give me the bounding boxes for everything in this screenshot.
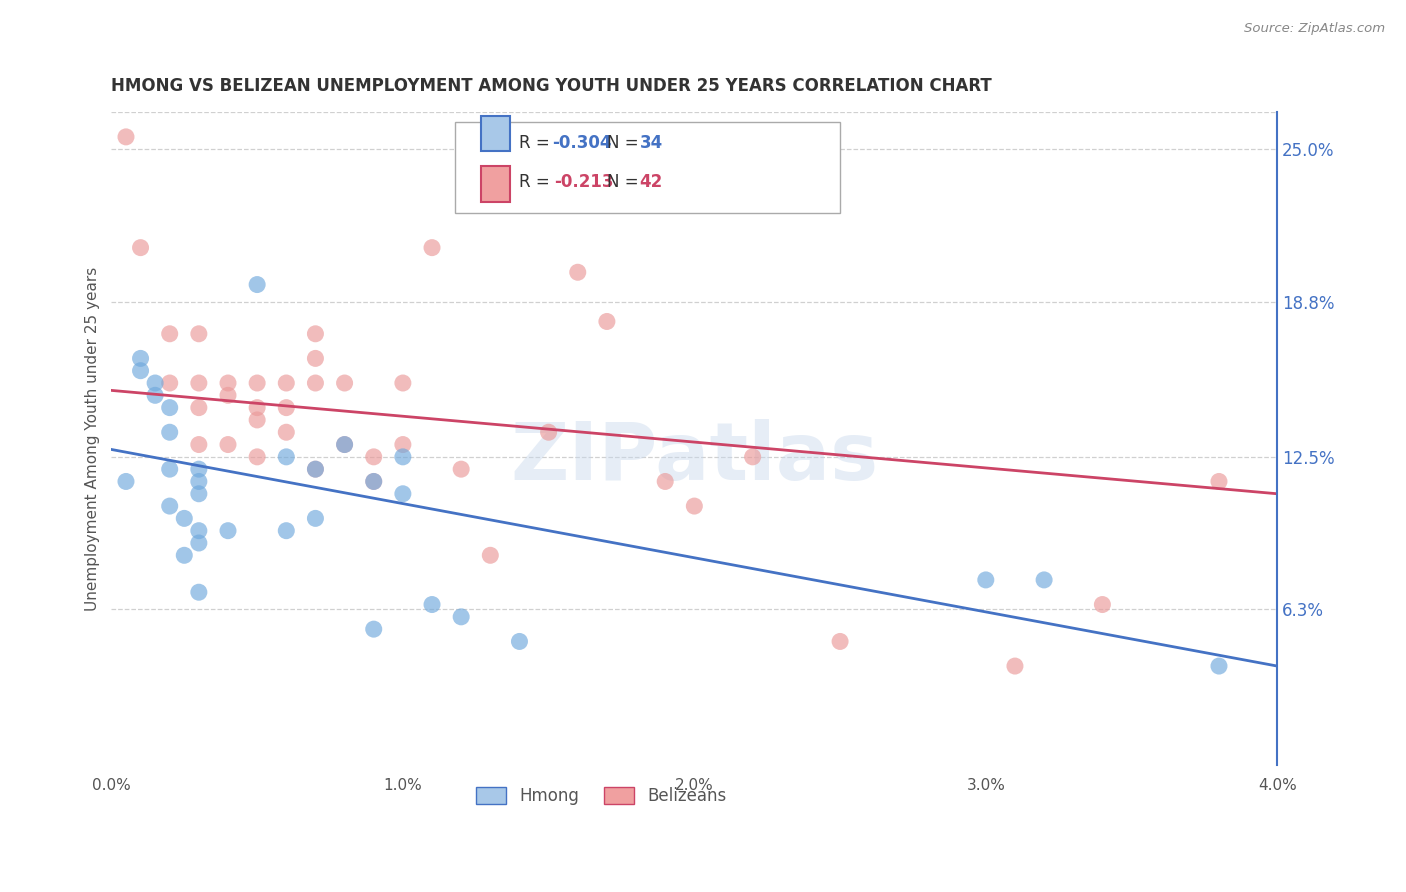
Point	[159, 326, 181, 341]
Text: HMONG VS BELIZEAN UNEMPLOYMENT AMONG YOUTH UNDER 25 YEARS CORRELATION CHART: HMONG VS BELIZEAN UNEMPLOYMENT AMONG YOU…	[111, 78, 993, 95]
Point	[159, 401, 181, 415]
Point	[173, 511, 195, 525]
Point	[1033, 573, 1056, 587]
Text: N =: N =	[607, 173, 644, 191]
Point	[333, 376, 356, 390]
Point	[187, 487, 209, 501]
Point	[246, 413, 269, 427]
Point	[276, 376, 298, 390]
Point	[187, 536, 209, 550]
Point	[276, 524, 298, 538]
Point	[276, 425, 298, 440]
Point	[304, 462, 326, 476]
Text: Source: ZipAtlas.com: Source: ZipAtlas.com	[1244, 22, 1385, 36]
Point	[304, 376, 326, 390]
Point	[1091, 598, 1114, 612]
Point	[143, 388, 166, 402]
Point	[392, 450, 415, 464]
Text: -0.213: -0.213	[554, 173, 614, 191]
Point	[115, 129, 138, 144]
Point	[246, 450, 269, 464]
Point	[596, 314, 619, 328]
Point	[173, 549, 195, 563]
Text: 34: 34	[640, 134, 662, 152]
Point	[974, 573, 997, 587]
Point	[187, 462, 209, 476]
Point	[304, 351, 326, 366]
Point	[363, 475, 385, 489]
Point	[217, 388, 239, 402]
Point	[246, 277, 269, 292]
Point	[1004, 659, 1026, 673]
Text: 42: 42	[640, 173, 662, 191]
Point	[129, 351, 152, 366]
Text: ZIPatlas: ZIPatlas	[510, 419, 879, 497]
Point	[479, 549, 502, 563]
Point	[187, 524, 209, 538]
Point	[129, 241, 152, 255]
Point	[537, 425, 560, 440]
Point	[654, 475, 676, 489]
Point	[187, 585, 209, 599]
Point	[276, 401, 298, 415]
Point	[567, 167, 589, 181]
Point	[1208, 659, 1230, 673]
Point	[304, 462, 326, 476]
Text: -0.304: -0.304	[553, 134, 612, 152]
Point	[304, 326, 326, 341]
Point	[333, 437, 356, 451]
Point	[420, 241, 443, 255]
Point	[741, 450, 763, 464]
Text: R =: R =	[519, 173, 561, 191]
Point	[567, 265, 589, 279]
Point	[159, 462, 181, 476]
Point	[187, 401, 209, 415]
Point	[246, 376, 269, 390]
Point	[246, 401, 269, 415]
Point	[363, 450, 385, 464]
Point	[363, 622, 385, 636]
Point	[392, 376, 415, 390]
Point	[304, 511, 326, 525]
Point	[159, 425, 181, 440]
Legend: Hmong, Belizeans: Hmong, Belizeans	[470, 780, 733, 812]
FancyBboxPatch shape	[481, 166, 510, 202]
Point	[129, 364, 152, 378]
Point	[683, 499, 706, 513]
FancyBboxPatch shape	[481, 116, 510, 152]
Point	[363, 475, 385, 489]
Point	[392, 437, 415, 451]
Point	[187, 326, 209, 341]
Point	[115, 475, 138, 489]
Point	[828, 634, 851, 648]
Point	[159, 499, 181, 513]
Point	[333, 437, 356, 451]
Point	[450, 462, 472, 476]
Point	[420, 598, 443, 612]
Point	[187, 376, 209, 390]
Text: N =: N =	[607, 134, 644, 152]
Point	[187, 437, 209, 451]
Point	[217, 376, 239, 390]
Point	[143, 376, 166, 390]
Y-axis label: Unemployment Among Youth under 25 years: Unemployment Among Youth under 25 years	[86, 267, 100, 610]
Point	[450, 610, 472, 624]
Point	[187, 475, 209, 489]
Point	[159, 376, 181, 390]
Point	[276, 450, 298, 464]
Point	[392, 487, 415, 501]
FancyBboxPatch shape	[456, 122, 839, 213]
Text: R =: R =	[519, 134, 555, 152]
Point	[1208, 475, 1230, 489]
Point	[217, 437, 239, 451]
Point	[508, 634, 530, 648]
Point	[217, 524, 239, 538]
